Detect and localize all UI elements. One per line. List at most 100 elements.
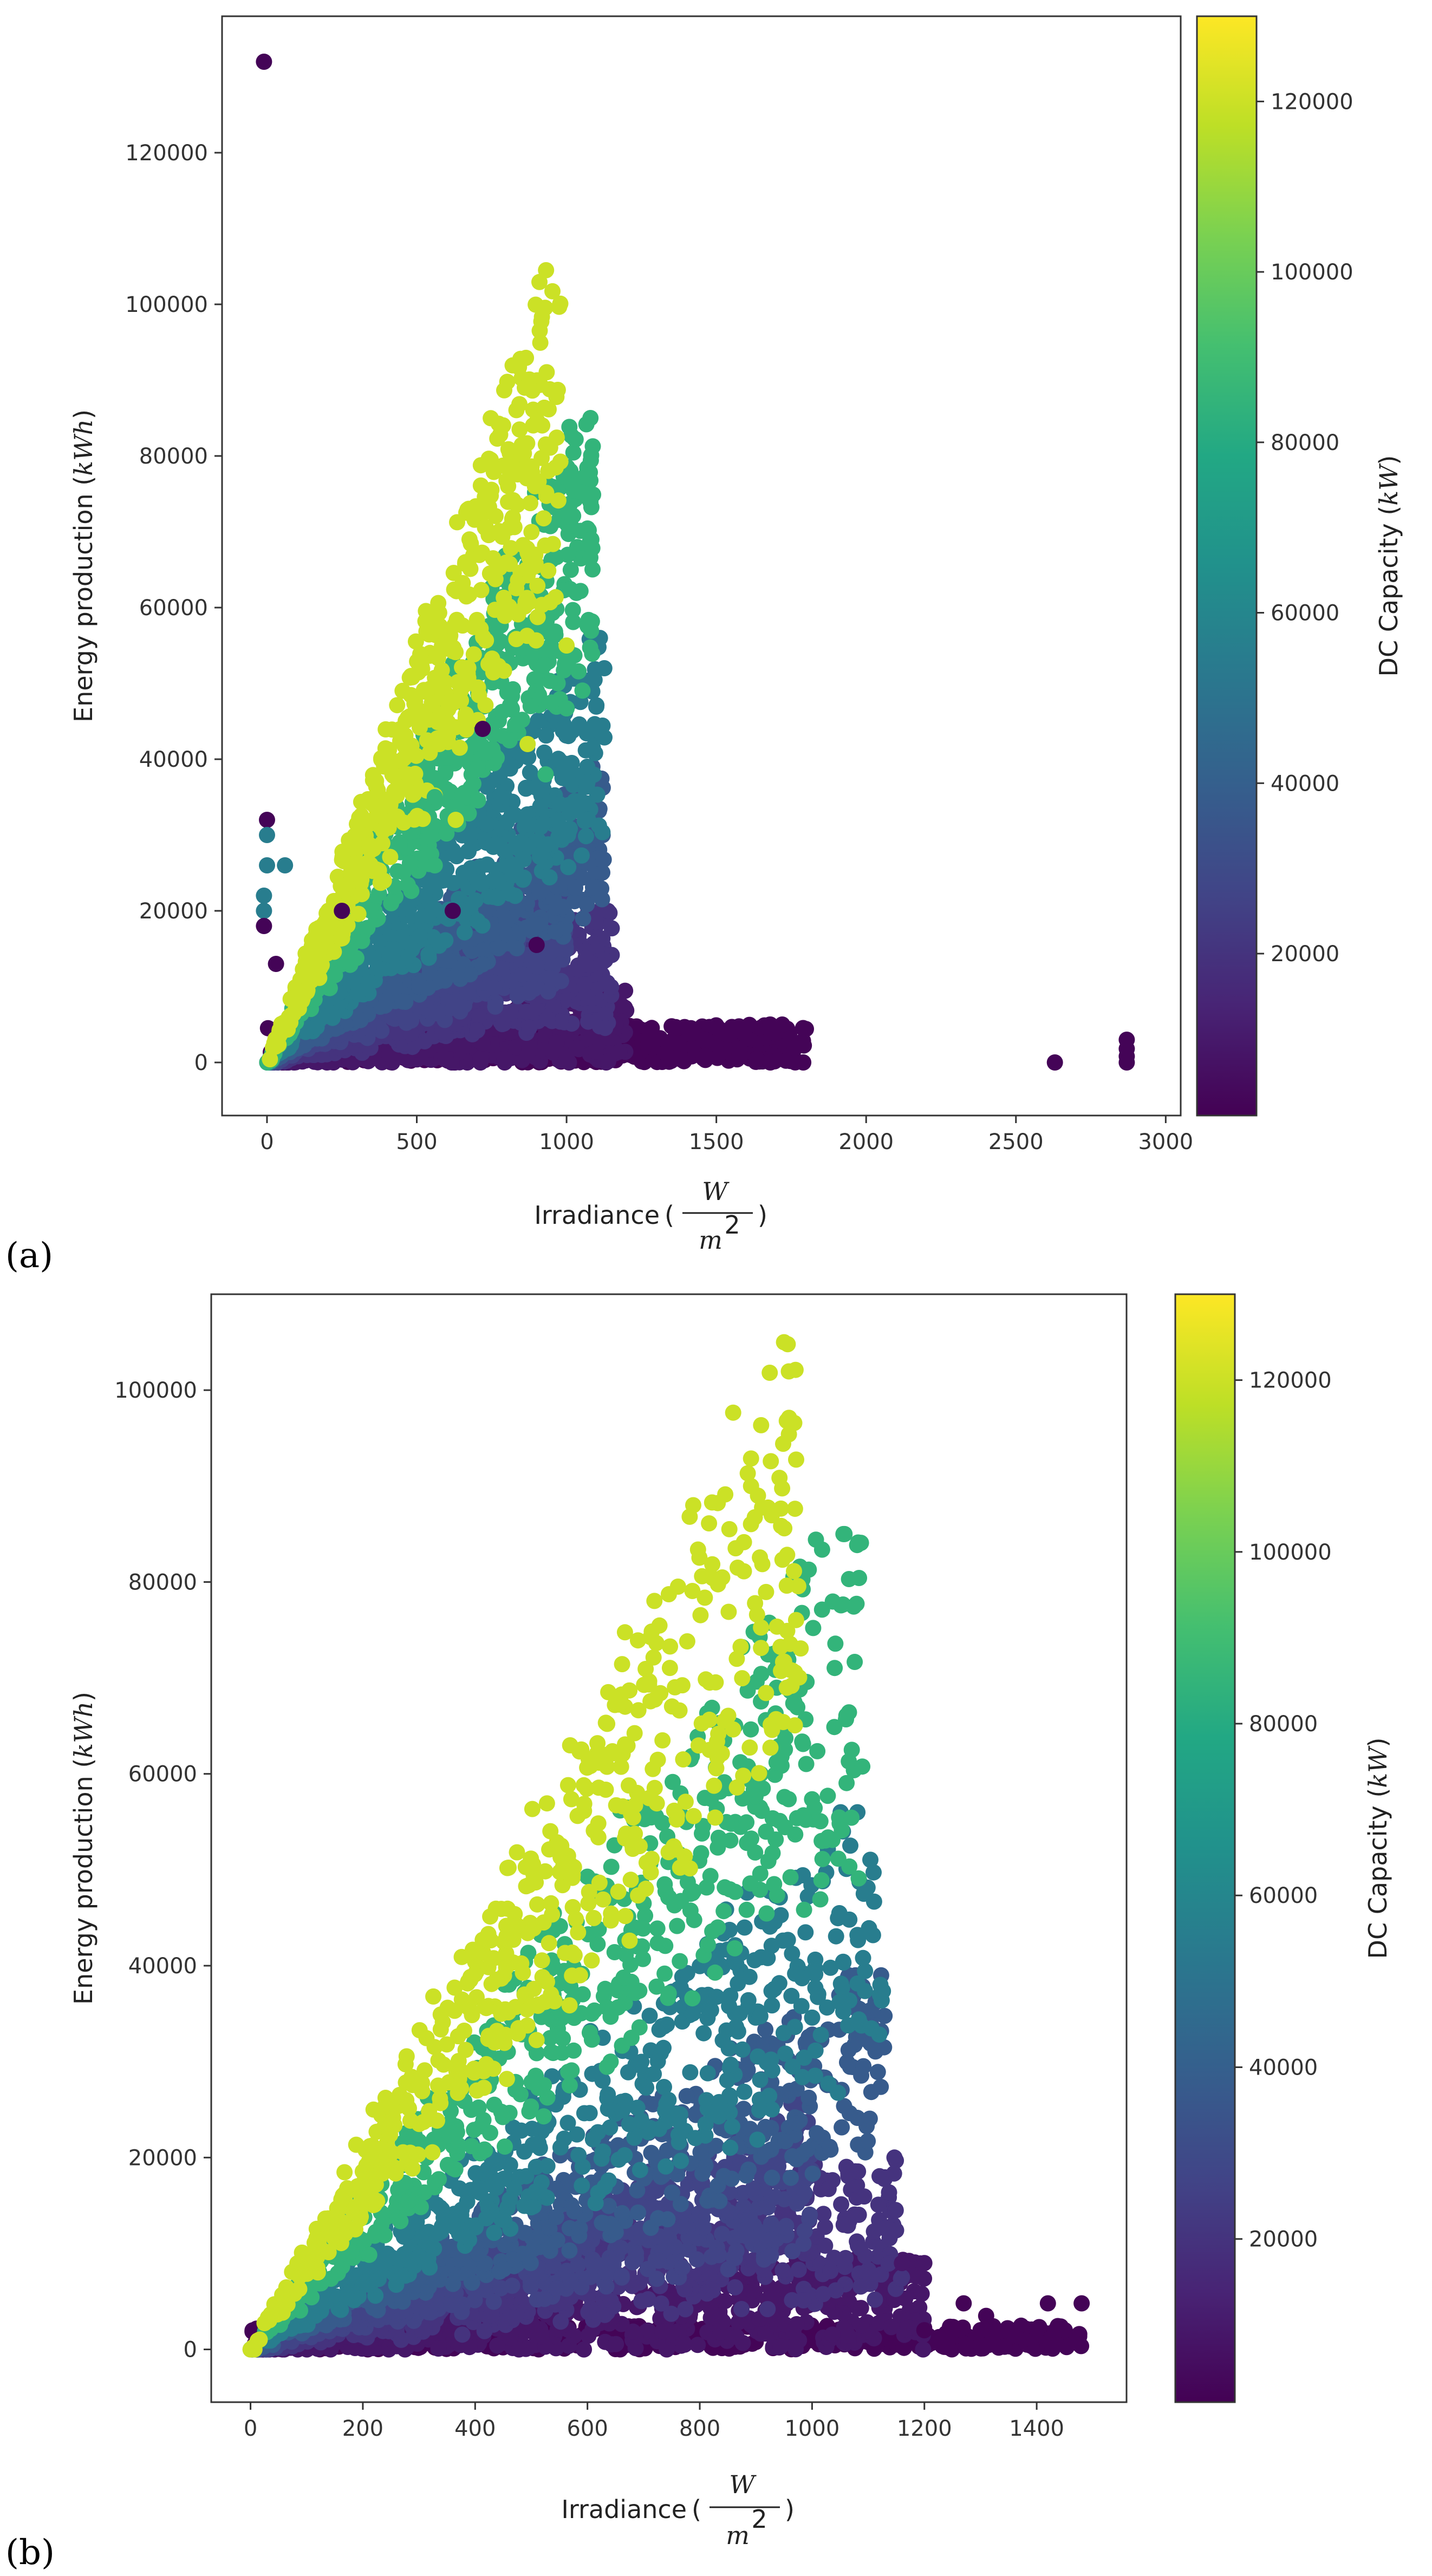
scatter-point: [524, 464, 541, 481]
scatter-point: [386, 941, 402, 957]
scatter-point: [496, 590, 512, 606]
scatter-point: [420, 946, 437, 963]
scatter-point: [489, 431, 506, 447]
scatter-point: [895, 2339, 912, 2356]
scatter-point: [542, 439, 558, 456]
scatter-point: [543, 694, 560, 711]
outlier-point: [1046, 1054, 1063, 1071]
scatter-point: [471, 1008, 487, 1025]
outlier-point: [444, 903, 461, 919]
scatter-point: [440, 749, 457, 766]
scatter-point: [521, 371, 538, 388]
scatter-point: [511, 396, 528, 413]
scatter-point: [509, 497, 526, 513]
scatter-point: [552, 1013, 569, 1030]
scatter-point: [564, 602, 581, 618]
scatter-point: [596, 660, 613, 676]
scatter-point: [333, 930, 349, 947]
scatter-point: [492, 633, 509, 650]
colorbar-tick-label: 80000: [1271, 431, 1339, 455]
scatter-point: [560, 728, 577, 745]
scatter-point: [496, 1051, 513, 1067]
scatter-point: [415, 682, 432, 699]
scatter-point: [574, 484, 590, 501]
scatter-point: [493, 960, 510, 977]
scatter-point: [382, 849, 399, 865]
scatter-point: [996, 2338, 1013, 2355]
scatter-point: [535, 815, 552, 832]
scatter-point: [571, 716, 588, 733]
scatter-point: [353, 886, 370, 903]
scatter-point: [547, 589, 564, 605]
scatter-point: [529, 958, 545, 975]
scatter-point: [558, 1050, 575, 1067]
scatter-point: [597, 1020, 614, 1036]
scatter-point: [520, 594, 537, 611]
scatter-point: [348, 950, 364, 967]
scatter-point: [477, 519, 493, 536]
scatter-point: [640, 1021, 657, 1038]
scatter-point: [421, 711, 438, 728]
scatter-point: [374, 835, 390, 852]
scatter-point: [490, 890, 506, 907]
y-tick-label: 100000: [125, 292, 208, 317]
scatter-point: [574, 682, 591, 699]
scatter-point: [484, 650, 500, 667]
outlier-point: [522, 698, 539, 714]
scatter-point: [364, 767, 381, 784]
scatter-point: [399, 876, 416, 893]
colorbar-tick-label: 40000: [1271, 771, 1339, 796]
scatter-point: [494, 529, 511, 545]
scatter-point: [537, 299, 554, 316]
scatter-point: [372, 875, 389, 891]
scatter-point: [501, 462, 518, 479]
scatter-point: [584, 879, 601, 896]
scatter-point: [573, 847, 590, 864]
scatter-point: [381, 1046, 398, 1062]
outliers: [256, 54, 1135, 1071]
colorbar-tick-label: 60000: [1271, 601, 1339, 626]
scatter-point: [434, 637, 450, 654]
outlier-point: [256, 888, 272, 904]
colorbar-tick-label: 20000: [1271, 942, 1339, 967]
scatter-point: [511, 421, 528, 438]
scatter-point: [1044, 2340, 1061, 2357]
scatter-point: [437, 932, 454, 949]
colorbar-label-a: DC Capacity (kW): [1374, 455, 1403, 677]
scatter-point: [510, 606, 526, 623]
outlier-point: [426, 789, 443, 805]
scatter-point: [491, 767, 508, 784]
scatter-point: [504, 357, 521, 374]
scatter-point: [448, 799, 465, 816]
scatter-point: [346, 839, 363, 856]
scatter-point: [530, 712, 546, 729]
scatter-point: [502, 698, 519, 715]
scatter-point: [394, 993, 411, 1010]
y-tick-label: 120000: [125, 141, 208, 166]
x-tick-label: 3000: [1138, 1130, 1193, 1155]
scatter-point: [454, 659, 470, 676]
scatter-point: [548, 459, 564, 476]
scatter-point: [350, 905, 367, 922]
scatter-point: [497, 608, 513, 624]
scatter-point: [538, 262, 555, 278]
scatter-point: [567, 879, 584, 896]
scatter-point: [1071, 2336, 1088, 2353]
scatter-point: [515, 966, 531, 983]
scatter-point: [555, 898, 571, 915]
scatter-point: [486, 980, 503, 996]
scatter-point: [575, 910, 591, 927]
scatter-point: [532, 334, 549, 351]
scatter-point: [529, 609, 546, 625]
scatter-point: [408, 747, 425, 764]
scatter-point: [536, 657, 552, 674]
scatter-point: [401, 708, 418, 725]
scatter-point: [531, 849, 548, 865]
scatter-point: [595, 851, 612, 868]
scatter-point: [565, 614, 582, 630]
scatter-point: [483, 452, 499, 468]
outlier-point: [259, 857, 275, 873]
scatter-point: [461, 586, 478, 603]
y-tick-label: 0: [194, 1051, 208, 1075]
scatter-point: [567, 431, 583, 447]
